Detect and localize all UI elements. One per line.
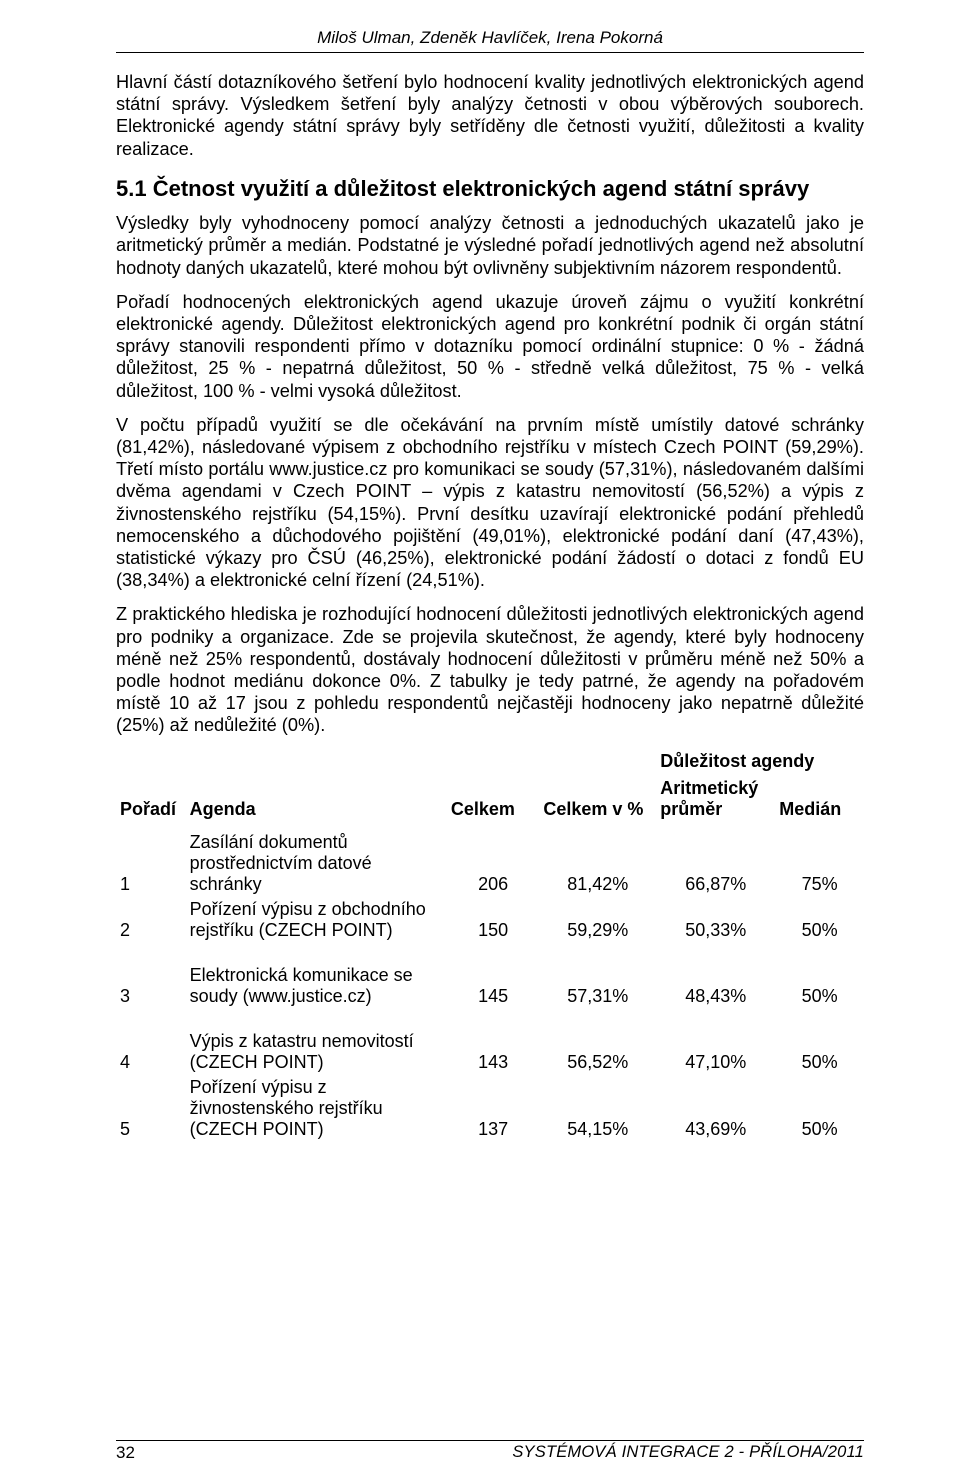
cell-arit: 48,43% <box>656 963 775 1009</box>
table-row: 2 Pořízení výpisu z obchodního rejstříku… <box>116 897 864 943</box>
cell-poradi: 4 <box>116 1029 186 1075</box>
cell-poradi: 5 <box>116 1075 186 1142</box>
cell-celkem: 206 <box>447 830 540 897</box>
table-row: 1 Zasílání dokumentů prostřednictvím dat… <box>116 830 864 897</box>
publication-title: SYSTÉMOVÁ INTEGRACE 2 - PŘÍLOHA/2011 <box>512 1443 864 1463</box>
col-median: Medián <box>775 774 864 830</box>
cell-arit: 66,87% <box>656 830 775 897</box>
cell-celkem: 143 <box>447 1029 540 1075</box>
cell-celkempct: 56,52% <box>539 1029 656 1075</box>
col-poradi: Pořadí <box>116 774 186 830</box>
cell-celkempct: 57,31% <box>539 963 656 1009</box>
col-arit: Aritmetický průměr <box>656 774 775 830</box>
cell-agenda: Zasílání dokumentů prostřednictvím datov… <box>186 830 447 897</box>
cell-poradi: 2 <box>116 897 186 943</box>
page-number: 32 <box>116 1443 135 1463</box>
para-3: Pořadí hodnocených elektronických agend … <box>116 291 864 402</box>
cell-celkem: 145 <box>447 963 540 1009</box>
group-header-cell: Důležitost agendy <box>656 749 864 774</box>
head-rule <box>116 52 864 53</box>
footer-rule <box>116 1440 864 1441</box>
cell-arit: 50,33% <box>656 897 775 943</box>
row-spacer <box>116 943 864 963</box>
importance-table: Důležitost agendy Pořadí Agenda Celkem C… <box>116 749 864 1142</box>
cell-celkempct: 54,15% <box>539 1075 656 1142</box>
cell-median: 50% <box>775 897 864 943</box>
col-celkempct: Celkem v % <box>539 774 656 830</box>
page-footer: 32 SYSTÉMOVÁ INTEGRACE 2 - PŘÍLOHA/2011 <box>116 1440 864 1463</box>
cell-median: 75% <box>775 830 864 897</box>
cell-celkem: 137 <box>447 1075 540 1142</box>
cell-median: 50% <box>775 1029 864 1075</box>
col-agenda: Agenda <box>186 774 447 830</box>
para-2: Výsledky byly vyhodnoceny pomocí analýzy… <box>116 212 864 279</box>
section-heading: 5.1 Četnost využití a důležitost elektro… <box>116 176 864 202</box>
row-spacer <box>116 1009 864 1029</box>
para-4: V počtu případů využití se dle očekávání… <box>116 414 864 592</box>
cell-arit: 43,69% <box>656 1075 775 1142</box>
cell-arit: 47,10% <box>656 1029 775 1075</box>
cell-median: 50% <box>775 963 864 1009</box>
page: Miloš Ulman, Zdeněk Havlíček, Irena Poko… <box>0 0 960 1483</box>
table-row: 4 Výpis z katastru nemovitostí (CZECH PO… <box>116 1029 864 1075</box>
cell-agenda: Výpis z katastru nemovitostí (CZECH POIN… <box>186 1029 447 1075</box>
table-header-row: Pořadí Agenda Celkem Celkem v % Aritmeti… <box>116 774 864 830</box>
cell-celkempct: 81,42% <box>539 830 656 897</box>
cell-celkem: 150 <box>447 897 540 943</box>
table-row: 3 Elektronická komunikace se soudy (www.… <box>116 963 864 1009</box>
running-head: Miloš Ulman, Zdeněk Havlíček, Irena Poko… <box>116 28 864 48</box>
cell-celkempct: 59,29% <box>539 897 656 943</box>
para-5: Z praktického hlediska je rozhodující ho… <box>116 603 864 736</box>
cell-median: 50% <box>775 1075 864 1142</box>
table-row: 5 Pořízení výpisu z živnostenského rejst… <box>116 1075 864 1142</box>
col-celkem: Celkem <box>447 774 540 830</box>
cell-poradi: 3 <box>116 963 186 1009</box>
cell-agenda: Pořízení výpisu z živnostenského rejstří… <box>186 1075 447 1142</box>
cell-agenda: Elektronická komunikace se soudy (www.ju… <box>186 963 447 1009</box>
cell-agenda: Pořízení výpisu z obchodního rejstříku (… <box>186 897 447 943</box>
table-group-head-row: Důležitost agendy <box>116 749 864 774</box>
cell-poradi: 1 <box>116 830 186 897</box>
para-intro: Hlavní částí dotazníkového šetření bylo … <box>116 71 864 160</box>
